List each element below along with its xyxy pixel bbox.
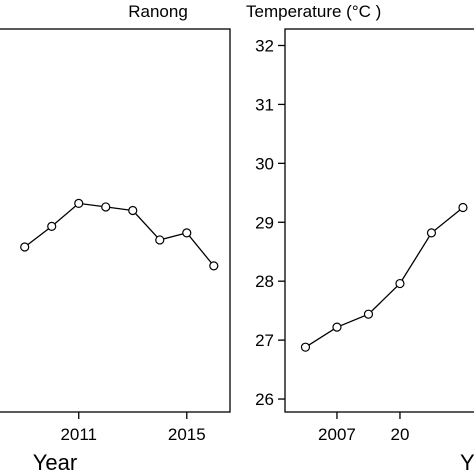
series-line bbox=[305, 206, 464, 348]
x-axis-title: Year bbox=[33, 450, 77, 474]
data-point bbox=[20, 242, 30, 252]
y-tick-label: 32 bbox=[255, 36, 274, 55]
x-tick-label: 2007 bbox=[318, 425, 356, 444]
y-tick-label: 28 bbox=[255, 272, 274, 291]
x-axis-ticks: 2011 2015 bbox=[60, 412, 206, 444]
data-point bbox=[128, 205, 138, 216]
data-point bbox=[458, 202, 468, 213]
data-point bbox=[182, 228, 192, 238]
plot-frame bbox=[284, 28, 474, 413]
series-points bbox=[300, 202, 468, 352]
y-tick-label: 29 bbox=[255, 213, 274, 232]
data-point bbox=[395, 278, 405, 289]
chart-panel-temperature: Temperature (°C ) Y 2007 20 26 27 28 29 30 31 3… bbox=[246, 2, 474, 474]
x-tick-label: 20 bbox=[390, 425, 409, 444]
data-point bbox=[74, 198, 84, 209]
data-point bbox=[155, 235, 165, 245]
y-tick-label: 27 bbox=[255, 331, 274, 350]
y-tick-label: 31 bbox=[255, 95, 274, 114]
data-point bbox=[300, 342, 311, 352]
data-point bbox=[426, 228, 437, 238]
x-axis-ticks: 2007 20 bbox=[318, 412, 409, 444]
plot-frame bbox=[0, 28, 231, 413]
chart-title: Ranong bbox=[128, 2, 188, 21]
data-point bbox=[332, 322, 342, 332]
data-point bbox=[47, 221, 57, 231]
chart-panel-ranong: Ranong Year 2011 2015 bbox=[0, 2, 231, 474]
x-tick-label: 2011 bbox=[60, 425, 97, 444]
x-axis-title: Y bbox=[460, 450, 474, 474]
y-axis-ticks: 26 27 28 29 30 31 32 bbox=[255, 36, 285, 409]
y-tick-label: 26 bbox=[255, 390, 274, 409]
series-points bbox=[20, 198, 219, 271]
data-point bbox=[101, 202, 111, 212]
x-tick-label: 2015 bbox=[168, 425, 206, 444]
series-line bbox=[24, 202, 215, 267]
y-tick-label: 30 bbox=[255, 154, 274, 173]
data-point bbox=[209, 261, 219, 271]
data-point bbox=[363, 309, 374, 319]
chart-title: Temperature (°C ) bbox=[246, 2, 381, 21]
